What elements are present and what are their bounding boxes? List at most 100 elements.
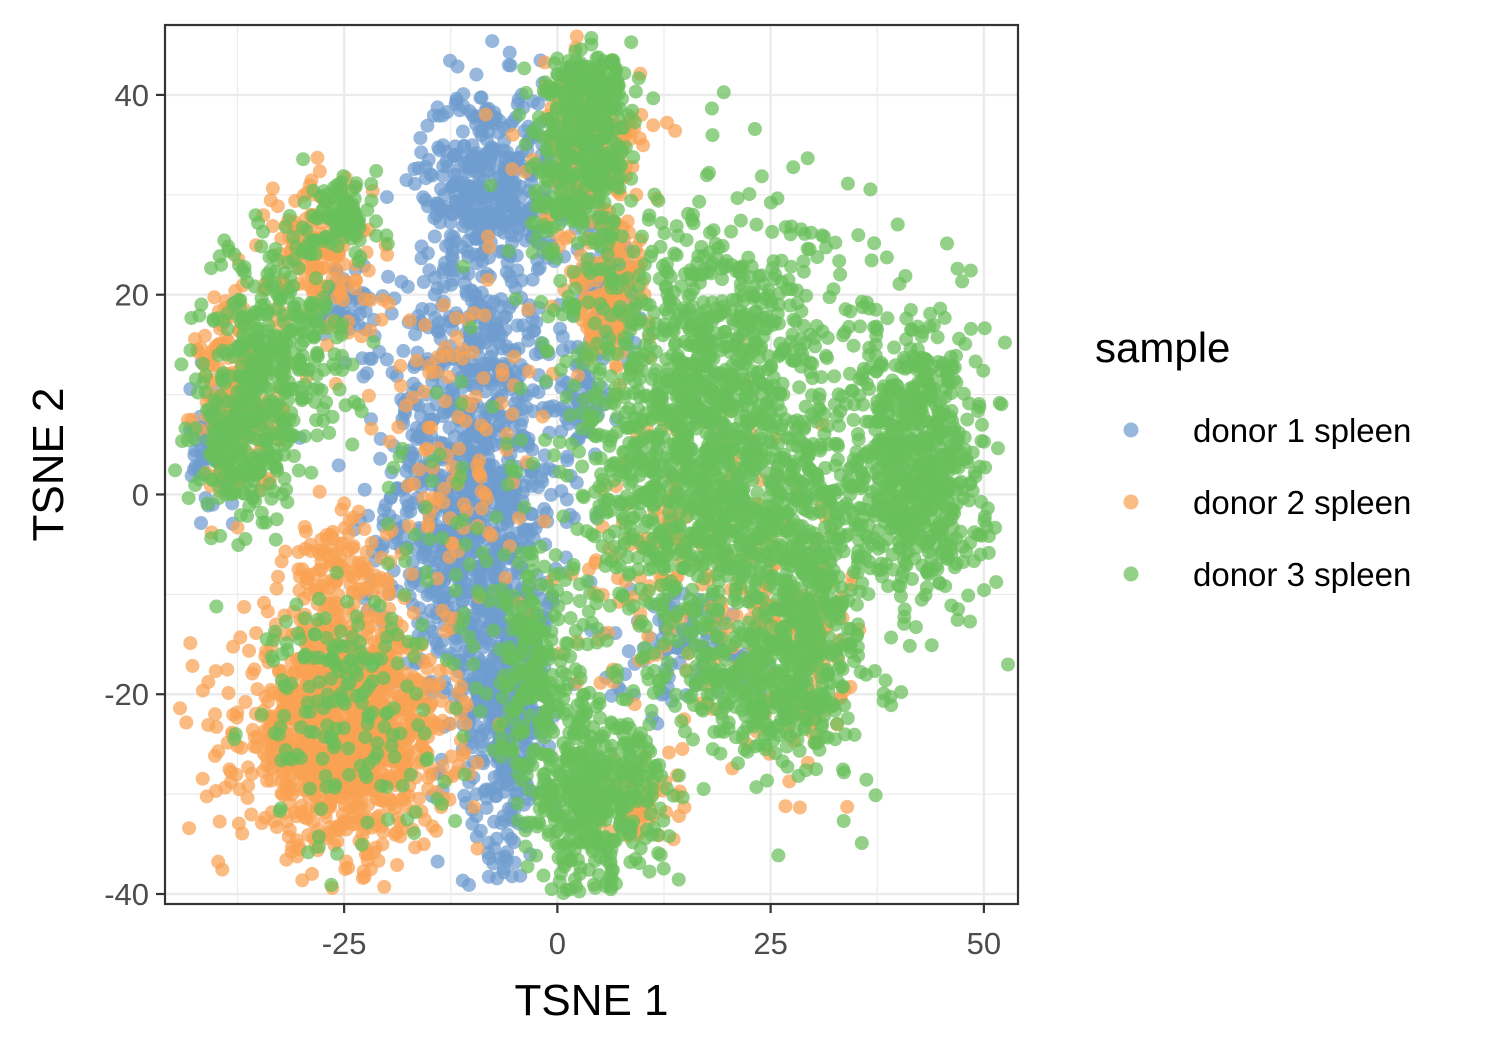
data-point [437,481,452,496]
data-point [290,849,305,864]
data-point [399,505,414,520]
data-point [201,675,216,689]
data-point [363,293,378,308]
data-point [505,127,520,142]
data-point [430,571,445,586]
data-point [715,272,729,287]
data-point [428,196,443,211]
data-point [512,511,526,525]
data-point [425,819,440,834]
data-point [300,811,315,826]
data-point [405,390,420,405]
data-point [449,668,464,683]
data-point [354,329,369,344]
data-point [223,765,238,779]
data-point [406,606,421,620]
data-point [396,343,411,358]
data-point [833,267,848,282]
data-point [421,420,436,435]
data-point [393,358,408,373]
data-point [194,516,208,530]
data-point [364,421,379,436]
data-point [458,717,473,731]
data-point [356,369,371,384]
data-point [409,432,424,446]
data-point [383,793,398,808]
data-point [320,532,335,547]
data-point [421,781,436,796]
data-point [312,484,327,499]
data-point [470,458,485,473]
data-point [351,564,365,579]
data-point [337,496,352,511]
data-point [840,176,855,191]
data-point [505,162,520,177]
data-point [379,190,394,205]
data-point [390,858,405,872]
data-point [442,420,457,435]
data-point [469,617,483,632]
data-point [361,263,376,278]
data-point [416,190,431,205]
data-point [477,784,492,799]
data-point [238,695,253,709]
data-point [422,365,437,380]
data-point [490,871,504,886]
data-point [492,335,507,350]
data-point [604,688,619,703]
data-point [364,351,379,366]
data-point [449,311,463,325]
data-point [399,705,414,719]
data-point [260,604,275,619]
data-point [796,254,811,269]
data-point [485,399,500,414]
data-point [380,247,395,262]
data-point [271,569,285,584]
data-point [483,178,498,193]
data-point [487,216,502,231]
data-point [342,526,357,541]
data-point [452,441,466,456]
data-point [357,482,372,497]
data-point [455,748,470,763]
data-point [199,789,214,804]
data-point [507,196,522,211]
data-point [484,467,499,482]
data-point [297,520,312,534]
data-point [427,229,442,244]
data-point [230,520,245,535]
data-point [486,323,501,338]
data-point [503,58,518,73]
data-point [393,378,408,393]
data-point [462,215,477,230]
data-point [315,578,330,593]
data-point [359,545,374,559]
data-point [441,369,456,384]
data-point [230,705,245,720]
data-point [346,510,361,525]
data-point [569,29,584,44]
data-point [414,145,429,160]
data-point [530,262,545,277]
data-point [469,829,484,844]
data-point [418,159,433,174]
data-point [416,275,431,289]
data-point [179,715,194,730]
data-point [454,679,469,694]
data-point [483,356,498,371]
data-point [464,284,479,299]
data-point [459,698,474,713]
data-point [455,240,469,254]
data-point [374,312,389,327]
data-point [646,118,661,133]
data-point [348,711,363,726]
data-point [567,378,582,393]
data-point [237,600,252,614]
data-point [436,138,450,153]
data-point [475,734,490,749]
data-point [377,879,392,894]
data-point [220,662,235,677]
data-point [232,782,247,797]
data-point [420,588,435,603]
